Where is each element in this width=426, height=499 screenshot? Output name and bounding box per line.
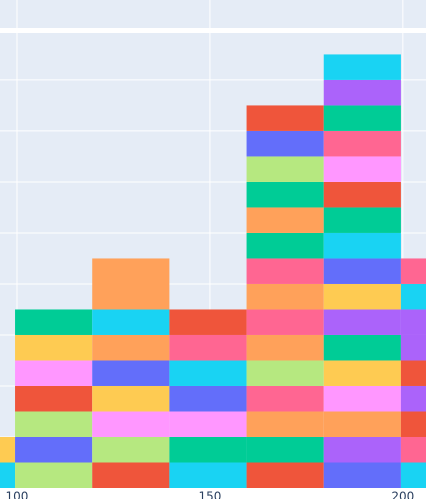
bars <box>0 54 426 488</box>
bar-segment <box>92 360 170 386</box>
bar-segment <box>169 436 247 463</box>
bar-segment <box>246 130 324 157</box>
bar-segment <box>323 411 401 437</box>
bar-segment <box>323 334 401 361</box>
bar-segment <box>400 283 426 310</box>
bar-segment <box>169 309 247 335</box>
bar-segment <box>169 411 247 437</box>
bar-segment <box>246 181 324 208</box>
bar-segment <box>0 462 16 488</box>
bar-segment <box>15 411 93 437</box>
bar-segment <box>246 436 324 463</box>
bar-segment <box>246 207 324 233</box>
bar-segment <box>92 309 170 335</box>
bar-segment <box>323 462 401 488</box>
bar-segment <box>323 258 401 284</box>
bar-segment <box>15 360 93 386</box>
bar-segment <box>92 462 170 488</box>
bar-segment <box>323 130 401 157</box>
bar-segment <box>246 232 324 259</box>
bar-segment <box>169 360 247 386</box>
bar-segment <box>0 436 16 463</box>
bar-segment <box>400 360 426 386</box>
bar-segment <box>246 411 324 437</box>
bar-segment <box>92 436 170 463</box>
top-subplot-background <box>0 0 426 28</box>
bar-segment <box>400 334 426 361</box>
bar-segment <box>323 385 401 412</box>
bar-segment <box>92 258 170 310</box>
bar-segment <box>246 462 324 488</box>
bar-segment <box>400 385 426 412</box>
bar-segment <box>15 436 93 463</box>
bar-segment <box>323 79 401 106</box>
bar-segment <box>169 385 247 412</box>
bar-segment <box>323 156 401 182</box>
bar-segment <box>323 54 401 80</box>
bar-segment <box>323 181 401 208</box>
bar-segment <box>323 207 401 233</box>
bar-segment <box>400 258 426 284</box>
bar-segment <box>400 436 426 463</box>
bar-segment <box>246 334 324 361</box>
bar-segment <box>246 283 324 310</box>
bar-segment <box>323 360 401 386</box>
bar-segment <box>323 436 401 463</box>
bar-segment <box>400 309 426 335</box>
bar-segment <box>169 334 247 361</box>
bar-segment <box>15 462 93 488</box>
bar-segment <box>92 334 170 361</box>
bar-segment <box>246 156 324 182</box>
bar-segment <box>400 462 426 488</box>
bar-segment <box>246 360 324 386</box>
bar-segment <box>92 411 170 437</box>
bar-segment <box>323 105 401 131</box>
bar-segment <box>400 411 426 437</box>
bar-segment <box>246 309 324 335</box>
tick-labels: 100 150 200 <box>6 490 415 499</box>
bar-segment <box>246 385 324 412</box>
bar-segment <box>169 462 247 488</box>
x-tick-label: 100 <box>6 490 29 499</box>
bar-segment <box>246 105 324 131</box>
x-tick-label: 200 <box>391 490 414 499</box>
bar-segment <box>15 334 93 361</box>
x-tick-label: 150 <box>198 490 221 499</box>
bar-segment <box>246 258 324 284</box>
bar-segment <box>92 385 170 412</box>
bar-segment <box>323 232 401 259</box>
bar-segment <box>323 309 401 335</box>
bar-segment <box>323 283 401 310</box>
bar-segment <box>15 385 93 412</box>
bar-segment <box>15 309 93 335</box>
